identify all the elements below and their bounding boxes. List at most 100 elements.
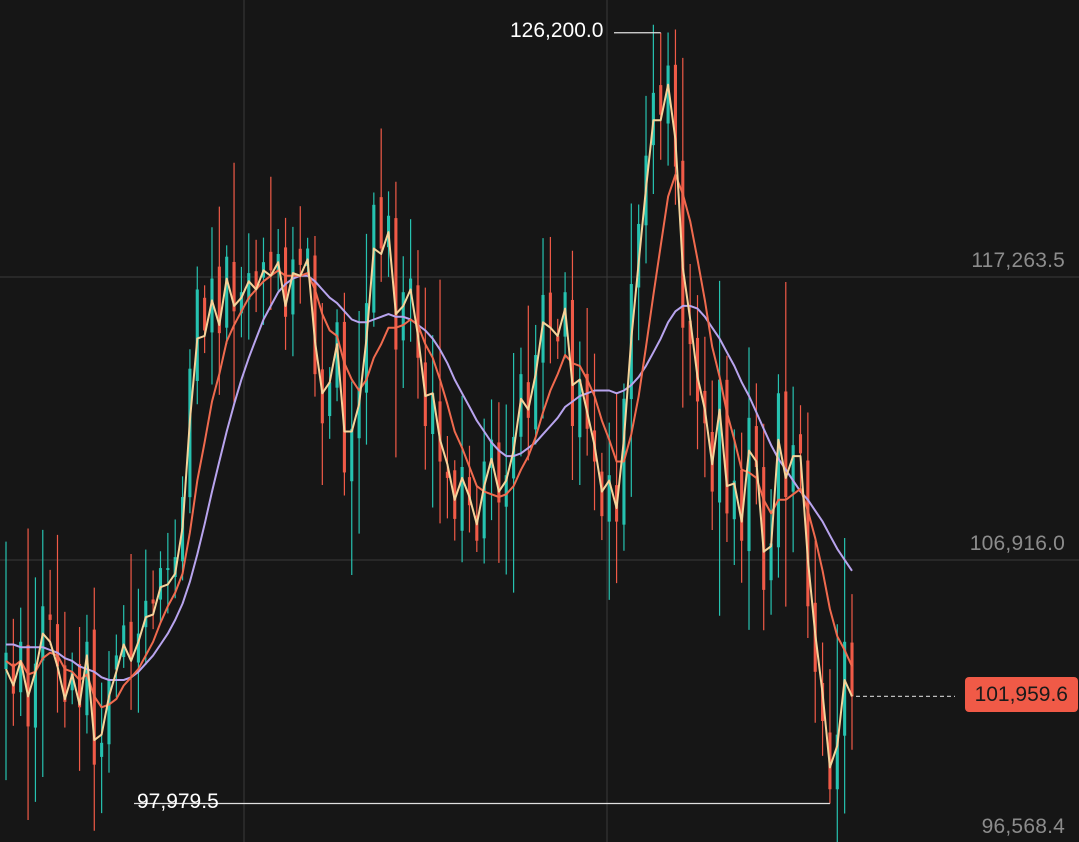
candle-body xyxy=(718,379,722,503)
candle-body xyxy=(651,92,655,146)
candle-body xyxy=(791,445,795,492)
ma-fast-line xyxy=(5,83,853,769)
candle-body xyxy=(129,621,133,659)
candle-body xyxy=(585,373,589,429)
price-axis-label-upper: 117,263.5 xyxy=(971,249,1065,272)
candle-body xyxy=(328,382,332,417)
candle-body xyxy=(548,292,552,328)
candle-body xyxy=(438,401,442,462)
last-price-tag: 101,959.6 xyxy=(964,677,1078,713)
candle-body xyxy=(239,292,243,314)
candle-body xyxy=(173,557,177,577)
candle-body xyxy=(158,568,163,600)
candle-body xyxy=(607,475,611,522)
candle-body xyxy=(85,641,89,716)
candle-body xyxy=(659,85,663,115)
candle-body xyxy=(431,393,435,435)
candle-body xyxy=(63,665,67,702)
candle-body xyxy=(284,247,288,317)
candle-body xyxy=(445,471,449,478)
candle-body xyxy=(151,599,155,604)
candle-body xyxy=(475,515,479,541)
candle-body xyxy=(313,255,317,375)
candle-body xyxy=(217,266,221,334)
moving-average-lines xyxy=(5,83,853,769)
candle-body xyxy=(688,320,692,345)
ma-mid-line xyxy=(5,173,853,709)
candle-body xyxy=(489,439,494,468)
candle-body xyxy=(247,273,251,300)
candle-body xyxy=(225,256,229,328)
candle-body xyxy=(19,641,23,693)
candle-body xyxy=(725,379,729,514)
candle-body xyxy=(784,391,788,498)
candle-body xyxy=(747,417,751,552)
candle-body xyxy=(11,663,15,694)
candle-body xyxy=(269,251,273,271)
candle-body xyxy=(467,477,472,506)
candle-body xyxy=(504,475,508,507)
high-price-label: 126,200.0 xyxy=(510,19,604,42)
candle-body xyxy=(78,663,82,708)
candle-body xyxy=(55,624,60,667)
candle-body xyxy=(122,625,126,658)
candle-body xyxy=(850,642,854,697)
candle-body xyxy=(33,663,37,728)
candle-body xyxy=(416,285,420,358)
candle-body xyxy=(556,336,560,342)
candle-body xyxy=(776,393,780,548)
candle-body xyxy=(754,426,758,467)
candle-body xyxy=(740,470,744,541)
candle-body xyxy=(732,480,736,520)
ma-slow-line xyxy=(6,274,853,681)
candle-body xyxy=(26,644,30,727)
candle-body xyxy=(195,289,199,381)
candle-body xyxy=(306,248,310,267)
candle-body xyxy=(210,278,214,333)
candle-body xyxy=(254,271,258,290)
candle-body xyxy=(298,248,302,265)
candle-body xyxy=(364,303,369,393)
candles xyxy=(4,24,854,842)
candle-body xyxy=(512,436,516,479)
candle-body xyxy=(798,434,803,454)
candle-body xyxy=(114,655,118,670)
candle-body xyxy=(232,261,236,312)
candle-body xyxy=(70,671,74,691)
candle-body xyxy=(342,321,346,473)
candle-body xyxy=(578,379,582,438)
candle-body xyxy=(835,734,839,790)
candle-body xyxy=(843,641,847,736)
candle-body xyxy=(136,633,140,663)
candle-body xyxy=(600,471,604,517)
candle-body xyxy=(394,218,398,350)
candle-body xyxy=(453,470,457,519)
candle-body xyxy=(769,543,773,581)
candle-body xyxy=(144,600,148,628)
candle-body xyxy=(48,614,52,620)
candle-body xyxy=(806,460,810,607)
candle-body xyxy=(357,387,361,439)
price-axis-label-middle: 106,916.0 xyxy=(969,532,1065,555)
candle-body xyxy=(203,297,207,331)
candle-body xyxy=(4,652,8,670)
candle-body xyxy=(673,64,677,167)
candle-body xyxy=(482,461,486,539)
candle-body xyxy=(534,355,538,430)
candle-body xyxy=(681,160,685,328)
candle-body xyxy=(460,466,464,531)
price-axis-label-lower: 96,568.4 xyxy=(981,815,1065,838)
candle-body xyxy=(379,197,383,249)
extreme-markers xyxy=(134,32,955,805)
candle-body xyxy=(320,369,324,424)
candle-body xyxy=(497,442,501,503)
candle-body xyxy=(166,568,170,571)
candle-body xyxy=(762,467,766,590)
candle-body xyxy=(100,742,104,757)
candle-body xyxy=(526,382,530,418)
candle-body xyxy=(107,680,111,745)
candle-body xyxy=(350,428,354,482)
candle-body xyxy=(666,65,670,124)
